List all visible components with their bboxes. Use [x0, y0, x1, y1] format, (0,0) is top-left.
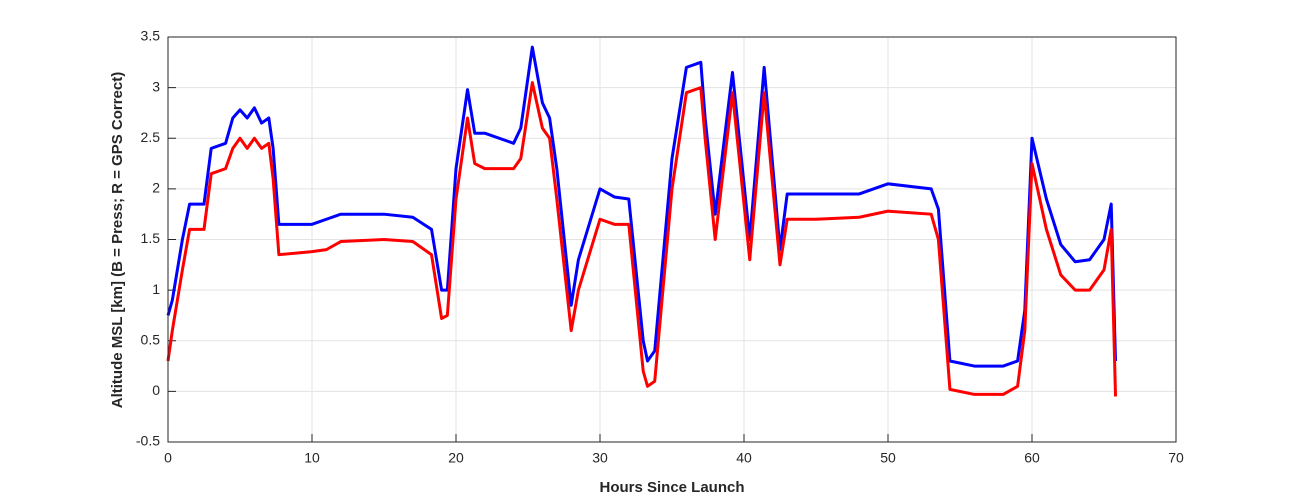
- y-tick-label: 2: [152, 180, 160, 196]
- series-line: [166, 45, 1118, 368]
- y-tick-label: 1.5: [141, 230, 161, 246]
- series-line: [166, 81, 1118, 397]
- x-tick-label: 60: [1024, 450, 1040, 466]
- y-tick-label: 3.5: [141, 28, 161, 44]
- x-tick-label: 10: [304, 450, 320, 466]
- x-tick-label: 30: [592, 450, 608, 466]
- x-tick-label: 20: [448, 450, 464, 466]
- y-tick-label: 2.5: [141, 129, 161, 145]
- y-tick-label: 3: [152, 78, 160, 94]
- x-tick-label: 70: [1168, 450, 1184, 466]
- y-tick-label: -0.5: [136, 433, 160, 449]
- x-tick-label: 0: [164, 450, 172, 466]
- x-tick-label: 40: [736, 450, 752, 466]
- x-axis-title: Hours Since Launch: [599, 479, 744, 496]
- y-tick-label: 1: [152, 281, 160, 297]
- y-tick-label: 0: [152, 382, 160, 398]
- x-tick-label: 50: [880, 450, 896, 466]
- plot-frame: [167, 36, 1177, 443]
- y-tick-label: 0.5: [141, 331, 161, 347]
- y-axis-title: Altitude MSL [km] (B = Press; R = GPS Co…: [109, 72, 126, 408]
